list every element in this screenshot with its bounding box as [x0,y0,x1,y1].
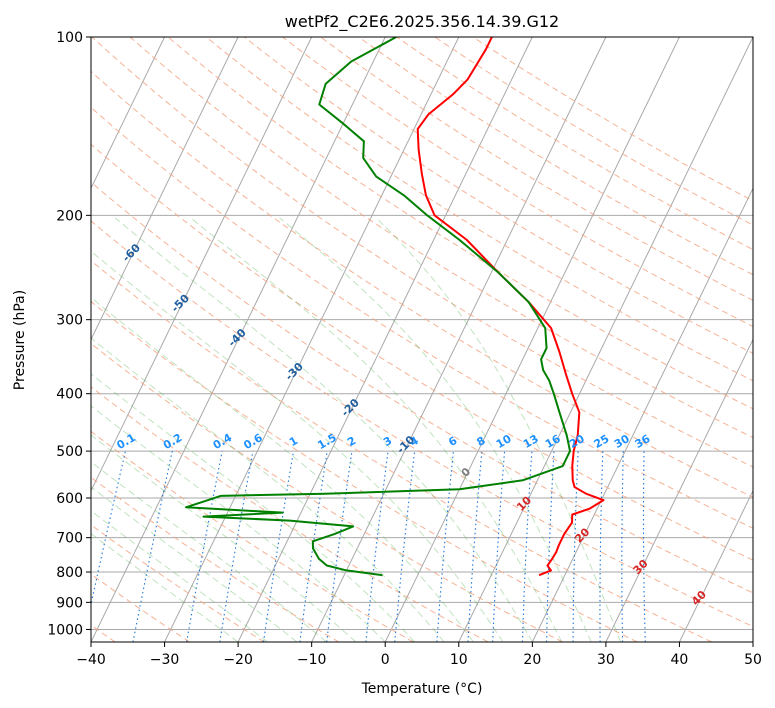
moist-adiabat-line [114,217,533,642]
isotherm-line [91,37,386,642]
x-tick-label: 50 [744,652,762,668]
y-tick-label: 200 [56,208,83,224]
y-tick-label: 500 [56,444,83,460]
chart-title: wetPf2_C2E6.2025.356.14.39.G12 [285,12,559,32]
mixing-ratio-line [299,451,328,642]
y-tick-label: 600 [56,491,83,507]
dry-adiabat-line [282,37,753,328]
y-tick-label: 400 [56,387,83,403]
x-tick-label: −40 [76,652,106,668]
mixing-ratio-line [572,451,579,642]
dry-adiabat-line [91,524,265,642]
dry-adiabat-line [91,300,638,642]
dry-adiabat-line [91,143,753,561]
x-tick-label: 40 [671,652,689,668]
x-tick-label: 0 [381,652,390,668]
dewpoint-profile-line [184,37,571,577]
mixing-ratio-line [91,450,126,607]
dry-adiabat-line [91,37,753,468]
mixing-ratio-line [521,451,533,642]
y-axis-title: Pressure (hPa) [12,290,28,390]
moist-adiabat-line [91,434,357,642]
isotherm-line [164,37,460,642]
mixing-ratio-line [186,450,223,642]
isotherm-line [605,338,753,642]
mixing-ratio-line [599,451,604,642]
dry-adiabat-line [91,430,414,642]
x-tick-label: −30 [150,652,180,668]
plot-frame [90,36,754,643]
x-axis-title: Temperature (°C) [361,681,483,697]
dry-adiabat-line [91,260,712,642]
dry-adiabat-line [244,37,753,354]
x-tick-label: 20 [523,652,541,668]
moist-adiabat-line [190,217,563,642]
mixing-ratio-line [492,451,506,642]
profile-layer [184,37,605,577]
y-tick-label: 1000 [47,622,83,638]
mixing-ratio-line [326,451,353,642]
moist-adiabat-line [279,217,592,642]
y-tick-label: 100 [56,30,83,46]
x-tick-label: −20 [223,652,253,668]
dry-adiabat-line [205,37,753,382]
moist-adiabat-line [91,461,327,642]
dry-adiabat-line [129,37,753,439]
mixing-ratio-line [365,451,389,642]
dry-adiabat-line [167,37,753,410]
y-tick-label: 700 [56,531,83,547]
moist-adiabat-line [91,250,504,642]
mixing-ratio-line [394,451,416,642]
isotherm-line [531,187,753,642]
mixing-ratio-line [262,451,295,642]
isotherm-line [458,37,753,642]
y-tick-label: 900 [56,595,83,611]
dry-adiabat-line [91,220,753,628]
isotherm-line [91,37,166,190]
moist-adiabat-line [91,486,298,642]
isotherm-line [91,37,313,492]
x-tick-label: 10 [450,652,468,668]
isotherm-line [678,489,753,642]
grid-layer [91,37,753,642]
moist-adiabat-line [375,217,622,642]
moist-adiabat-line [91,337,445,642]
mixing-ratio-line [436,451,454,642]
dry-adiabat-line [91,106,753,529]
mixing-ratio-line [621,451,624,642]
mixing-ratio-line [219,450,254,642]
x-tick-label: 30 [597,652,615,668]
temperature-profile-line [416,37,605,577]
y-tick-label: 800 [56,565,83,581]
isotherm-line [237,37,533,642]
y-tick-label: 300 [56,313,83,329]
mixing-ratio-line [467,451,483,642]
moist-adiabat-line [91,510,268,642]
moist-adiabat-line [91,373,416,642]
dry-adiabat-line [91,70,753,498]
moist-adiabat-line [91,296,474,642]
mixing-ratio-line [132,450,173,642]
mixing-ratio-line [642,451,646,642]
isotherm-line [384,37,680,642]
x-tick-label: −10 [297,652,327,668]
mixing-ratio-line [546,451,555,642]
